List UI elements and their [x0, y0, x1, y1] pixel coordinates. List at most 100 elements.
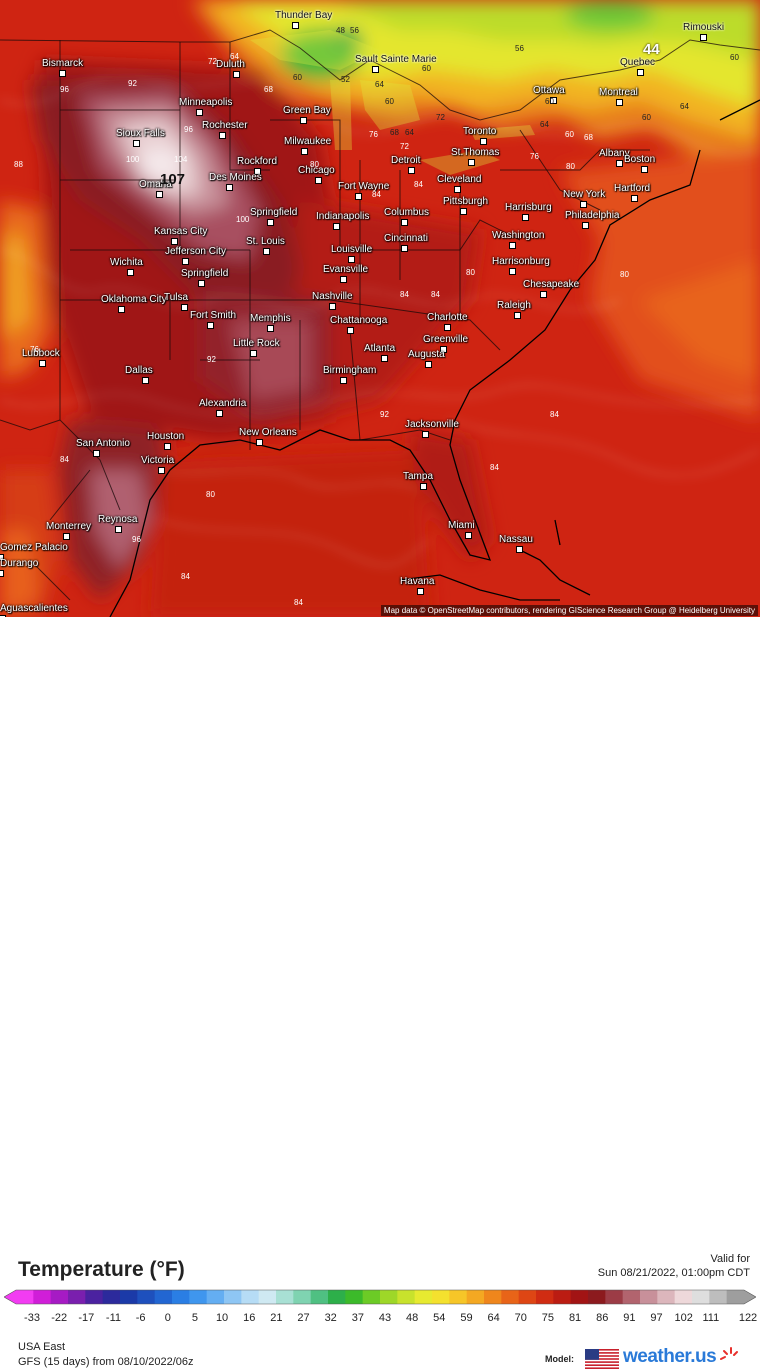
city-marker [59, 70, 66, 77]
color-step [189, 1290, 208, 1304]
city-label: Quebec [620, 57, 656, 68]
contour-label: 96 [132, 535, 141, 544]
valid-time: Sun 08/21/2022, 01:00pm CDT [597, 1267, 750, 1279]
city-label: Durango [0, 558, 39, 569]
scale-tick-label: 21 [270, 1312, 283, 1324]
city-marker [540, 291, 547, 298]
city-label: Albany [599, 148, 630, 159]
city-marker [142, 377, 149, 384]
city-marker [516, 546, 523, 553]
contour-label: 84 [550, 410, 559, 419]
contour-label: 96 [184, 125, 193, 134]
city-marker [300, 117, 307, 124]
city-label: Nashville [312, 291, 353, 302]
city-label: Houston [147, 431, 185, 442]
city-label: Fort Wayne [338, 181, 390, 192]
city-label: Rockford [237, 156, 278, 167]
city-marker [256, 439, 263, 446]
scale-tick-label: -33 [24, 1312, 40, 1324]
city-marker [226, 184, 233, 191]
contour-label: 84 [490, 463, 499, 472]
contour-label: 60 [293, 73, 302, 82]
city-marker [292, 22, 299, 29]
city-label: San Antonio [76, 438, 130, 449]
city-label: Memphis [250, 313, 291, 324]
city-label: Harrisburg [505, 202, 552, 213]
city-marker [301, 148, 308, 155]
city-marker [514, 312, 521, 319]
region-label: USA East [18, 1341, 66, 1353]
scale-tick-label: 86 [596, 1312, 609, 1324]
city-label: Dallas [125, 365, 153, 376]
city-marker [329, 303, 336, 310]
city-label: Philadelphia [565, 210, 620, 221]
color-step [224, 1290, 242, 1304]
city-label: Milwaukee [284, 136, 332, 147]
scale-tick-label: 59 [460, 1312, 473, 1324]
city-marker [333, 223, 340, 230]
city-label: Birmingham [323, 365, 377, 376]
color-step [293, 1290, 312, 1304]
contour-label: 84 [372, 190, 381, 199]
scale-max-arrow [744, 1290, 756, 1304]
city-marker [422, 431, 429, 438]
scale-tick-label: 43 [378, 1312, 392, 1324]
city-label: St. Louis [246, 236, 285, 247]
color-step [640, 1290, 658, 1304]
city-marker [93, 450, 100, 457]
color-step [120, 1290, 138, 1304]
color-step [692, 1290, 710, 1304]
color-step [622, 1290, 641, 1304]
city-label: Springfield [250, 207, 298, 218]
city-marker [408, 167, 415, 174]
contour-label: 76 [369, 130, 378, 139]
color-step [570, 1290, 589, 1304]
scale-tick-label: 0 [164, 1312, 171, 1324]
temperature-map[interactable]: Thunder Bay Sault Sainte Marie Rimouski Que… [0, 0, 760, 617]
scale-tick-label: 27 [297, 1312, 310, 1324]
contour-label: 84 [60, 455, 69, 464]
min-temperature-label: 44 [643, 41, 660, 58]
scale-tick-label: -11 [105, 1312, 121, 1324]
city-label: New York [563, 189, 606, 200]
city-marker [637, 69, 644, 76]
contour-label: 64 [375, 80, 384, 89]
city-marker [39, 360, 46, 367]
scale-tick-label: 10 [215, 1312, 229, 1324]
city-label: Jacksonville [405, 419, 459, 430]
scale-tick-label: 64 [487, 1312, 500, 1324]
brand-logo-text[interactable]: weather.us [623, 1346, 717, 1367]
city-marker [582, 222, 589, 229]
city-marker [641, 166, 648, 173]
city-label: Greenville [423, 334, 469, 345]
city-marker [580, 201, 587, 208]
color-step [501, 1290, 520, 1304]
city-marker [465, 532, 472, 539]
city-marker [468, 159, 475, 166]
color-step [726, 1290, 745, 1304]
contour-label: 56 [515, 44, 524, 53]
city-marker [233, 71, 240, 78]
city-label: Nassau [499, 534, 533, 545]
city-marker [171, 238, 178, 245]
city-marker [63, 533, 70, 540]
contour-label: 80 [310, 160, 319, 169]
coastlines [109, 99, 760, 617]
color-step [414, 1290, 433, 1304]
color-step [310, 1290, 329, 1304]
city-label: Sault Sainte Marie [355, 54, 437, 65]
scale-tick-label: -6 [135, 1312, 146, 1324]
city-label: Chesapeake [523, 279, 580, 290]
city-marker [509, 242, 516, 249]
contour-label: 64 [405, 128, 414, 137]
city-label: Gomez Palacio [0, 542, 68, 553]
city-label: Boston [624, 154, 656, 165]
city-label: Sioux Falls [116, 128, 165, 139]
color-step [362, 1290, 381, 1304]
city-marker [509, 268, 516, 275]
city-marker [347, 327, 354, 334]
color-step [172, 1290, 190, 1304]
city-label: Washington [492, 230, 545, 241]
city-marker [401, 245, 408, 252]
city-label: Toronto [463, 126, 497, 137]
